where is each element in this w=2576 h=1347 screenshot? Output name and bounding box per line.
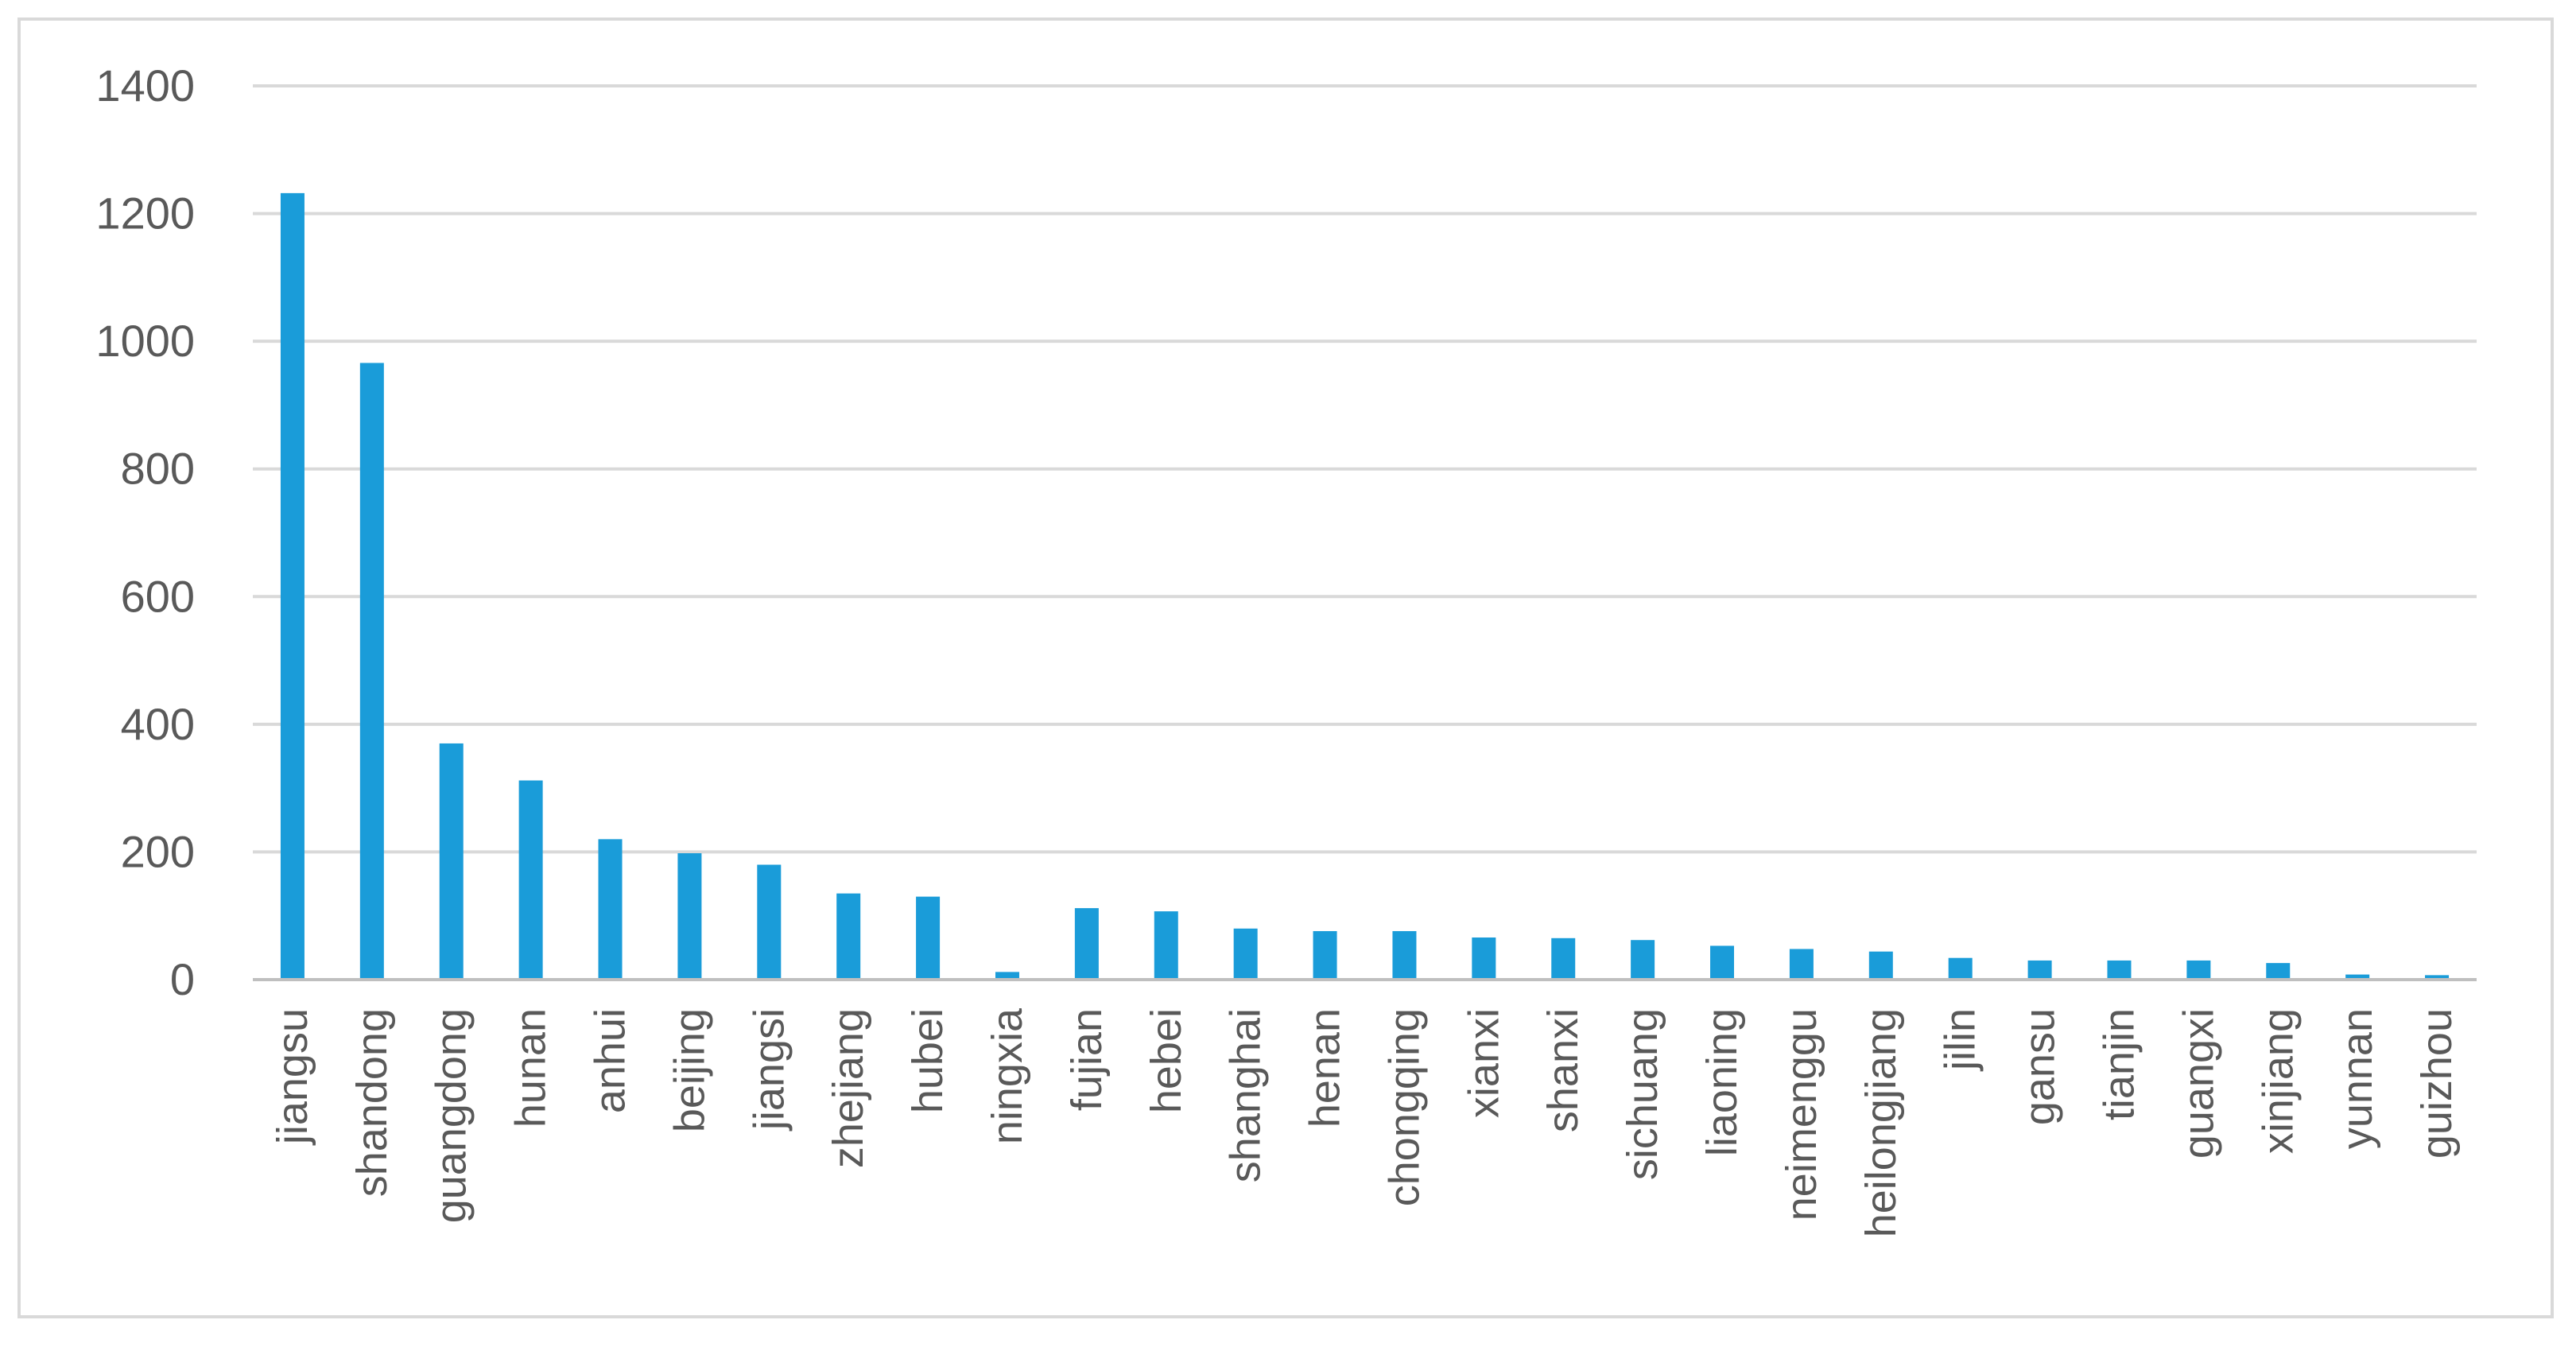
bar-neimenggu <box>1789 949 1814 980</box>
x-axis-category-labels: jiangsu shandong guangdong hunan anhui beijin… <box>269 1007 2461 1237</box>
x-category-label: hebei <box>1143 1008 1190 1113</box>
x-category-label: shandong <box>348 1008 396 1197</box>
chart-frame <box>17 17 2554 1318</box>
bar-fujian <box>1074 908 1099 980</box>
bar-tianjin <box>2107 960 2132 980</box>
bar-xianxi <box>1472 937 1496 980</box>
x-category-label: guangxi <box>2174 1008 2222 1159</box>
x-category-label: fujian <box>1063 1008 1111 1111</box>
x-category-label: jilin <box>1937 1008 1984 1072</box>
bar-sichuang <box>1631 940 1655 980</box>
bar-chongqing <box>1392 930 1417 980</box>
bar-shanghai <box>1233 928 1258 980</box>
bar-shandong <box>359 363 384 980</box>
bar-zhejiang <box>836 893 861 980</box>
x-category-label: shanxi <box>1539 1008 1587 1132</box>
bar-shanxi <box>1551 937 1576 980</box>
x-category-label: anhui <box>587 1008 634 1113</box>
x-category-label: guizhou <box>2413 1008 2461 1159</box>
bar-jiangsi <box>757 864 782 980</box>
bar-liaoning <box>1710 945 1735 980</box>
x-category-label: neimenggu <box>1778 1008 1825 1221</box>
bar-ningxia <box>995 972 1019 980</box>
x-category-label: xinjiang <box>2254 1008 2302 1154</box>
x-category-label: jiangsu <box>269 1008 316 1146</box>
y-tick-label: 600 <box>121 571 195 621</box>
bar-hubei <box>916 896 941 980</box>
bar-anhui <box>598 839 623 980</box>
x-category-label: chongqing <box>1380 1008 1428 1206</box>
y-tick-label: 400 <box>121 699 195 749</box>
bar-jilin <box>1948 957 1973 980</box>
x-category-label: yunnan <box>2334 1008 2381 1149</box>
x-category-label: liaoning <box>1698 1008 1746 1156</box>
y-tick-label: 0 <box>170 954 195 1004</box>
x-category-label: tianjin <box>2095 1008 2143 1120</box>
gridlines <box>253 84 2477 854</box>
x-category-label: henan <box>1302 1008 1349 1128</box>
y-tick-label: 1000 <box>95 316 195 366</box>
bar-hunan <box>518 780 543 980</box>
x-category-label: ningxia <box>983 1007 1031 1144</box>
x-category-label: xianxi <box>1460 1008 1507 1118</box>
bar-beijing <box>677 853 702 980</box>
bar-guangxi <box>2186 960 2211 980</box>
x-category-label: hubei <box>904 1008 952 1113</box>
x-category-label: gansu <box>2016 1008 2064 1125</box>
x-category-label: hunan <box>507 1008 555 1128</box>
bar-guizhou <box>2425 975 2450 980</box>
y-axis-ticks: 0 200 400 600 800 1000 1200 1400 <box>95 60 195 1004</box>
y-tick-label: 1200 <box>95 188 195 239</box>
bar-gansu <box>2027 960 2052 980</box>
bars <box>280 192 2450 980</box>
x-category-label: shanghai <box>1222 1008 1270 1182</box>
x-category-label: beijing <box>665 1008 713 1132</box>
bar-henan <box>1313 930 1337 980</box>
x-category-label: guangdong <box>428 1008 475 1223</box>
bar-heilongjiang <box>1868 951 1893 980</box>
bar-hebei <box>1154 911 1178 980</box>
x-category-label: jiangsi <box>745 1008 793 1132</box>
y-tick-label: 200 <box>121 826 195 876</box>
bar-jiangsu <box>280 192 305 980</box>
x-category-label: sichuang <box>1619 1008 1666 1180</box>
y-tick-label: 800 <box>121 444 195 494</box>
x-category-label: zhejiang <box>824 1008 872 1168</box>
y-tick-label: 1400 <box>95 60 195 111</box>
x-category-label: heilongjiang <box>1857 1008 1905 1237</box>
bar-xinjiang <box>2266 963 2291 980</box>
bar-guangdong <box>439 743 464 980</box>
bar-yunnan <box>2345 974 2370 980</box>
